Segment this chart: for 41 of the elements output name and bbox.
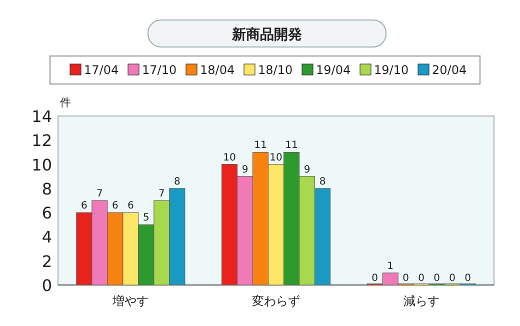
data-label: 8: [174, 176, 180, 188]
data-label: 0: [449, 273, 456, 284]
y-tick-label: 6: [42, 204, 52, 223]
data-label: 7: [158, 188, 165, 200]
legend-label: 17/04: [84, 63, 119, 77]
data-label: 9: [304, 164, 310, 176]
data-label: 10: [223, 152, 236, 164]
data-label: 6: [127, 200, 134, 212]
x-tick-label: 増やす: [112, 294, 149, 308]
data-label: 10: [270, 152, 282, 164]
data-label: 1: [387, 260, 394, 272]
data-label: 11: [285, 140, 298, 152]
chart-title: 新商品開発: [231, 26, 302, 43]
y-tick-label: 10: [32, 155, 52, 174]
data-label: 11: [254, 140, 267, 152]
y-tick-label: 8: [42, 179, 52, 198]
data-label: 0: [418, 273, 425, 284]
data-label: 6: [112, 200, 118, 212]
x-tick-label: 減らす: [403, 294, 440, 308]
y-tick-label: 4: [42, 228, 52, 247]
data-label: 0: [402, 273, 410, 284]
data-label: 9: [242, 164, 248, 176]
x-tick-label: 変わらず: [252, 294, 300, 308]
data-label: 8: [319, 176, 326, 188]
y-tick-label: 12: [32, 131, 52, 150]
y-tick-label: 2: [42, 252, 52, 271]
y-axis-title: 件: [60, 96, 71, 109]
legend-label: 17/10: [142, 63, 177, 77]
y-tick-label: 0: [42, 276, 52, 295]
y-tick-label: 14: [32, 107, 52, 126]
legend-label: 18/10: [258, 63, 293, 77]
legend-label: 20/04: [432, 63, 467, 77]
data-label: 0: [372, 273, 378, 284]
data-label: 5: [142, 212, 150, 224]
data-label: 6: [80, 200, 88, 212]
legend-label: 19/04: [316, 63, 351, 77]
data-label: 7: [96, 188, 103, 200]
legend-label: 18/04: [200, 63, 235, 77]
data-label: 0: [464, 273, 472, 284]
data-label: 0: [434, 273, 440, 284]
legend-label: 19/10: [374, 63, 409, 77]
